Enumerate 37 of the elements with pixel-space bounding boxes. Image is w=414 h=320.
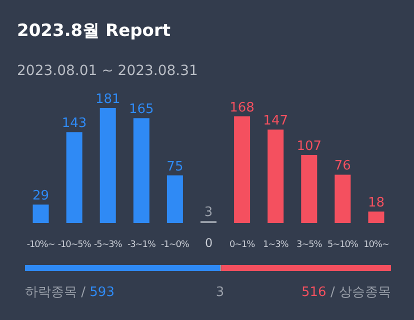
bar xyxy=(133,118,150,223)
data-label: 165 xyxy=(128,102,154,118)
data-label: 18 xyxy=(368,196,384,211)
data-label: 107 xyxy=(296,139,322,154)
data-label: 29 xyxy=(32,188,50,204)
bar xyxy=(32,204,49,223)
chart-subtitle: 2023.08.01 ~ 2023.08.31 xyxy=(17,63,198,79)
x-tick-label: 5~10% xyxy=(328,240,359,250)
bar xyxy=(368,212,384,223)
data-label: 75 xyxy=(166,159,184,174)
x-tick-label: 3~5% xyxy=(296,240,323,250)
x-tick-label: 0 xyxy=(204,236,212,250)
text: 516 / 상승종목 xyxy=(302,285,391,300)
bar xyxy=(301,155,318,223)
x-tick-label: -10~5% xyxy=(58,240,92,250)
chart-title: 2023.8월 Report xyxy=(17,21,170,41)
x-tick-label: -10%~ xyxy=(26,240,55,250)
bar xyxy=(66,132,82,223)
x-tick-label: -1~0% xyxy=(161,240,190,250)
bar xyxy=(100,108,116,223)
bar xyxy=(268,130,284,223)
data-label: 181 xyxy=(95,92,120,107)
bar xyxy=(234,116,250,223)
text: 하락종목 / 593 xyxy=(25,285,114,300)
x-tick-label: 0~1% xyxy=(229,240,256,250)
x-tick-label: -3~1% xyxy=(128,240,156,250)
bar xyxy=(334,174,351,223)
x-tick-label: 10%~ xyxy=(364,240,389,250)
x-tick-label: -5~3% xyxy=(94,240,123,250)
data-label: 76 xyxy=(334,158,351,174)
text: 3 xyxy=(216,285,224,300)
data-label: 3 xyxy=(204,205,213,220)
data-label: 143 xyxy=(62,116,87,132)
data-label: 147 xyxy=(263,114,288,129)
x-tick-label: 1~3% xyxy=(263,240,290,250)
bar xyxy=(166,175,183,223)
data-label: 168 xyxy=(230,100,254,116)
